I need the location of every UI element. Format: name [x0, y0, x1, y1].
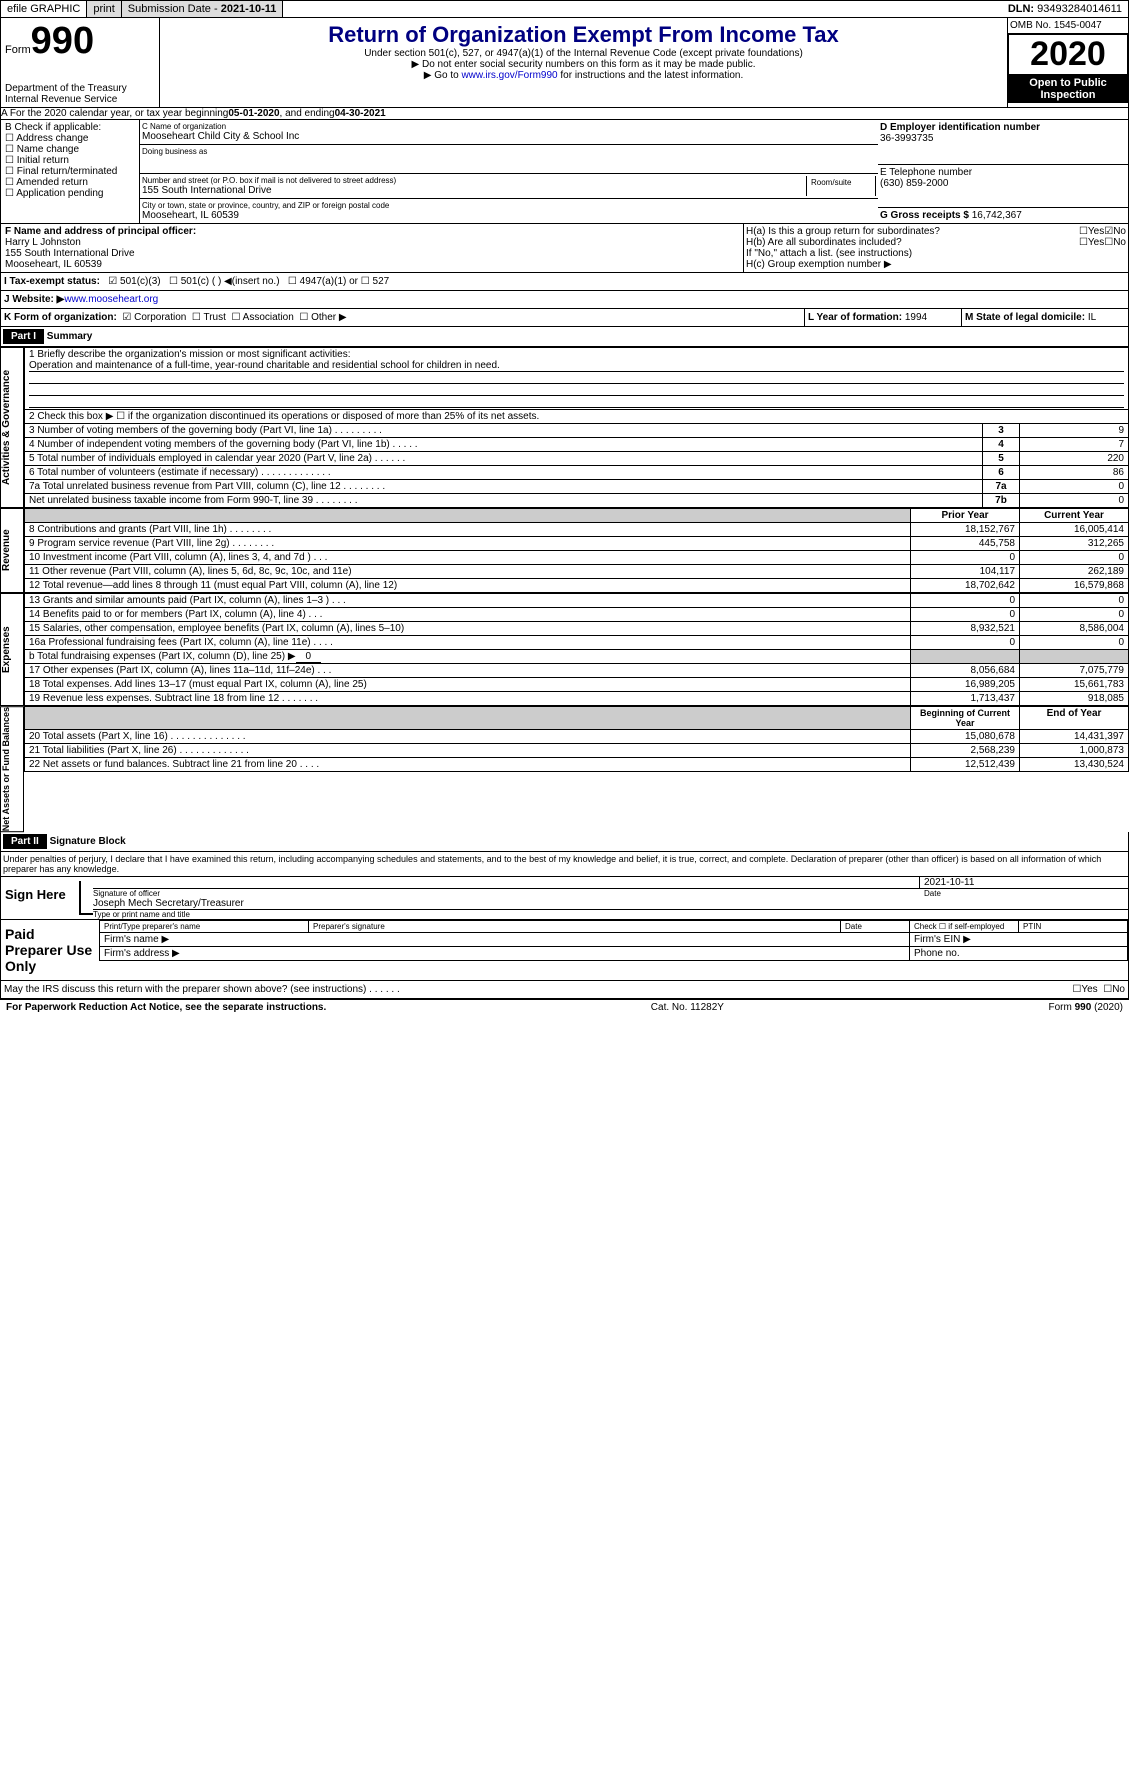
line-k-l-m: K Form of organization: ☑ Corporation ☐ … — [0, 309, 1129, 327]
form-header: Form990 Department of the Treasury Inter… — [0, 18, 1129, 108]
section-b: B Check if applicable: ☐ Address change … — [1, 120, 140, 223]
cb-pending[interactable]: ☐ Application pending — [5, 188, 135, 199]
telephone: (630) 859-2000 — [880, 178, 1126, 189]
form-title: Return of Organization Exempt From Incom… — [164, 22, 1003, 48]
mission-text: Operation and maintenance of a full-time… — [29, 360, 1124, 372]
cb-501c[interactable]: ☐ 501(c) ( ) ◀(insert no.) — [169, 276, 280, 287]
part1-revenue: Revenue Prior YearCurrent Year 8 Contrib… — [0, 508, 1129, 593]
print-button[interactable]: print — [87, 1, 121, 17]
discuss-yes[interactable]: ☐Yes — [1072, 984, 1097, 995]
line-i: I Tax-exempt status: ☑ 501(c)(3) ☐ 501(c… — [0, 273, 1129, 291]
part1-netassets: Net Assets or Fund Balances Beginning of… — [0, 706, 1129, 832]
declaration: Under penalties of perjury, I declare th… — [0, 852, 1129, 877]
officer-name: Joseph Mech Secretary/Treasurer — [93, 898, 1128, 910]
line-a: A For the 2020 calendar year, or tax yea… — [0, 108, 1129, 120]
paid-preparer: Paid Preparer Use Only Print/Type prepar… — [0, 920, 1129, 981]
cb-address[interactable]: ☐ Address change — [5, 133, 135, 144]
part1-governance: Activities & Governance 1 Briefly descri… — [0, 347, 1129, 508]
cb-501c3[interactable]: ☑ 501(c)(3) — [108, 276, 160, 287]
section-c: C Name of organizationMooseheart Child C… — [140, 120, 878, 223]
line-j: J Website: ▶ www.mooseheart.org — [0, 291, 1129, 309]
irs-link[interactable]: www.irs.gov/Form990 — [461, 70, 557, 81]
ha-yes[interactable]: ☐Yes — [1079, 226, 1104, 237]
gross-receipts: 16,742,367 — [972, 210, 1022, 221]
submission-date: Submission Date - 2021-10-11 — [122, 1, 284, 17]
top-bar: efile GRAPHIC print Submission Date - 20… — [0, 0, 1129, 18]
part2-header: Part II Signature Block — [0, 832, 1129, 852]
page-footer: For Paperwork Reduction Act Notice, see … — [0, 999, 1129, 1015]
cb-initial[interactable]: ☐ Initial return — [5, 155, 135, 166]
cb-trust[interactable]: ☐ Trust — [192, 312, 226, 323]
form-number: 990 — [31, 20, 94, 62]
ha-no[interactable]: ☑No — [1104, 226, 1126, 237]
section-f-h: F Name and address of principal officer:… — [0, 224, 1129, 273]
efile-label: efile GRAPHIC — [1, 1, 87, 17]
part1-header: Part I Summary — [0, 327, 1129, 347]
hb-no[interactable]: ☐No — [1104, 237, 1126, 248]
open-inspection: Open to Public Inspection — [1008, 75, 1128, 103]
website-link[interactable]: www.mooseheart.org — [64, 294, 158, 305]
sign-here: Sign Here 2021-10-11 Signature of office… — [0, 877, 1129, 920]
cb-assoc[interactable]: ☐ Association — [231, 312, 293, 323]
discuss-no[interactable]: ☐No — [1103, 984, 1125, 995]
ein: 36-3993735 — [880, 133, 1126, 144]
cb-other[interactable]: ☐ Other ▶ — [299, 312, 346, 323]
section-b-to-g: B Check if applicable: ☐ Address change … — [0, 120, 1129, 224]
dln: DLN: 93493284014611 — [1002, 1, 1128, 17]
cb-527[interactable]: ☐ 527 — [361, 276, 389, 287]
org-name: Mooseheart Child City & School Inc — [142, 131, 876, 142]
cb-final[interactable]: ☐ Final return/terminated — [5, 166, 135, 177]
cb-name[interactable]: ☐ Name change — [5, 144, 135, 155]
form-990-page: efile GRAPHIC print Submission Date - 20… — [0, 0, 1129, 1015]
part1-expenses: Expenses 13 Grants and similar amounts p… — [0, 593, 1129, 706]
cb-amended[interactable]: ☐ Amended return — [5, 177, 135, 188]
discuss-row: May the IRS discuss this return with the… — [0, 981, 1129, 999]
section-d-e-g: D Employer identification number36-39937… — [878, 120, 1128, 223]
cb-4947[interactable]: ☐ 4947(a)(1) or — [288, 276, 358, 287]
tax-year: 2020 — [1008, 34, 1128, 75]
cb-corp[interactable]: ☑ Corporation — [122, 312, 186, 323]
hb-yes[interactable]: ☐Yes — [1079, 237, 1104, 248]
